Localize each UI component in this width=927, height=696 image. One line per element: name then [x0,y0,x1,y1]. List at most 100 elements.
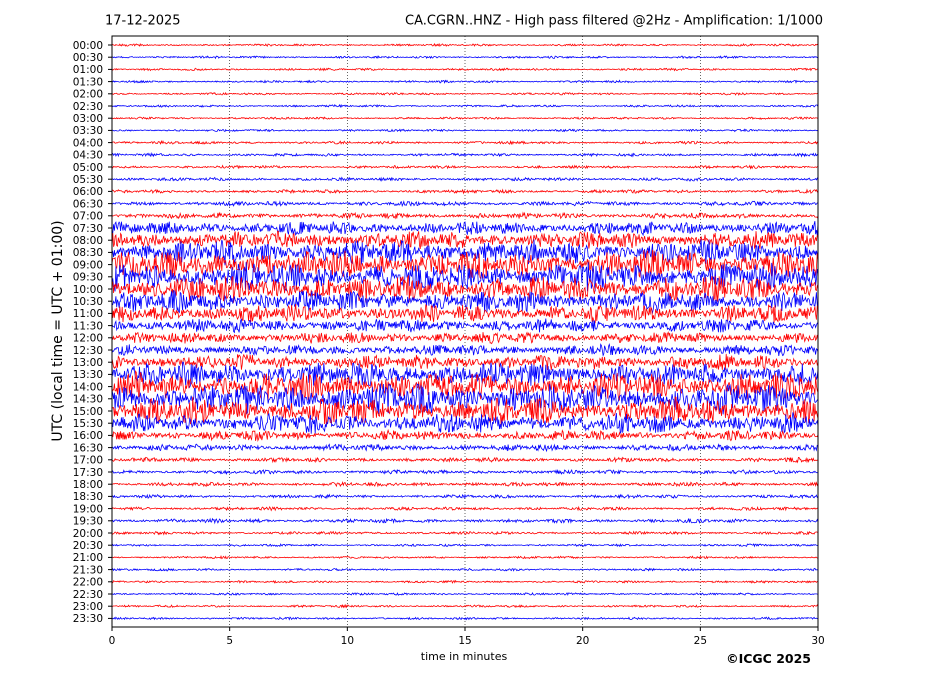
x-tick-label: 15 [458,635,471,647]
copyright-label: ©ICGC 2025 [726,651,811,666]
trace-2100 [112,554,818,560]
x-axis-ticks: 0 5 10 15 20 25 30 [109,627,825,647]
y-tick-label: 11:30 [73,320,103,332]
trace-2330 [112,616,818,621]
trace-1400 [112,370,818,401]
y-tick-label: 21:30 [73,564,103,576]
trace-0930 [112,262,818,292]
y-tick-label: 12:00 [73,333,103,345]
x-tick-label: 0 [109,635,116,647]
trace-0030 [112,55,818,60]
y-tick-label: 17:00 [73,455,103,467]
y-tick-label: 18:30 [73,491,103,503]
y-tick-label: 02:30 [73,101,103,113]
y-tick-label: 09:30 [73,272,103,284]
trace-0800 [112,230,818,250]
y-tick-label: 01:30 [73,76,103,88]
trace-1500 [112,396,818,425]
y-tick-label: 19:30 [73,516,103,528]
y-tick-label: 10:30 [73,296,103,308]
x-tick-label: 20 [576,635,589,647]
trace-0300 [112,116,818,121]
y-tick-label: 01:00 [73,64,103,76]
trace-1000 [112,274,818,303]
y-tick-label: 22:00 [73,577,103,589]
trace-0430 [112,151,818,158]
trace-2300 [112,603,818,609]
y-tick-label: 00:00 [73,40,103,52]
y-tick-label: 07:30 [73,223,103,235]
trace-0230 [112,103,818,108]
trace-0130 [112,79,818,84]
y-tick-label: 20:30 [73,540,103,552]
trace-1030 [112,289,818,315]
trace-1800 [112,481,818,488]
x-tick-label: 25 [694,635,707,647]
trace-2000 [112,530,818,536]
y-tick-label: 04:30 [73,150,103,162]
y-tick-label: 13:00 [73,357,103,369]
y-axis-label: UTC (local time = UTC + 01:00) [50,220,66,441]
y-tick-label: 08:30 [73,247,103,259]
y-tick-label: 14:00 [73,381,103,393]
y-tick-label: 04:00 [73,137,103,149]
trace-0330 [112,128,818,133]
y-tick-label: 18:00 [73,479,103,491]
y-tick-label: 00:30 [73,52,103,64]
y-tick-label: 10:00 [73,284,103,296]
trace-1230 [112,343,818,357]
trace-1300 [112,353,818,371]
y-tick-label: 05:00 [73,162,103,174]
y-tick-label: 23:00 [73,601,103,613]
x-axis-label: time in minutes [421,650,508,663]
y-tick-label: 22:30 [73,589,103,601]
trace-0200 [112,91,818,96]
trace-1830 [112,493,818,500]
y-tick-label: 20:00 [73,528,103,540]
trace-0400 [112,140,818,146]
trace-0900 [112,249,818,281]
trace-2200 [112,579,818,584]
y-tick-label: 23:30 [73,613,103,625]
y-tick-label: 07:00 [73,211,103,223]
y-tick-label: 03:30 [73,125,103,137]
trace-1730 [112,468,818,476]
y-tick-label: 03:00 [73,113,103,125]
date-label: 17-12-2025 [105,14,181,29]
trace-1700 [112,456,818,464]
trace-0000 [112,42,818,47]
y-tick-label: 11:00 [73,308,103,320]
trace-1530 [112,412,818,435]
trace-0730 [112,221,818,237]
trace-1100 [112,303,818,324]
y-tick-label: 08:00 [73,235,103,247]
trace-0100 [112,67,818,72]
trace-0500 [112,164,818,170]
y-tick-label: 13:30 [73,369,103,381]
grid-lines [229,36,701,627]
trace-1330 [112,361,818,389]
trace-1900 [112,505,818,512]
x-tick-label: 30 [811,635,824,647]
y-tick-label: 06:00 [73,186,103,198]
y-tick-label: 15:30 [73,418,103,430]
trace-1430 [112,383,818,415]
trace-1200 [112,331,818,345]
trace-0830 [112,239,818,266]
y-tick-label: 02:00 [73,89,103,101]
y-tick-label: 15:00 [73,406,103,418]
trace-0530 [112,176,818,182]
trace-1130 [112,318,818,334]
trace-1630 [112,443,818,453]
y-tick-label: 14:30 [73,394,103,406]
y-tick-label: 05:30 [73,174,103,186]
trace-1600 [112,428,818,442]
trace-2130 [112,567,818,572]
y-tick-label: 16:00 [73,430,103,442]
y-tick-label: 17:30 [73,467,103,479]
trace-2230 [112,591,818,596]
trace-0630 [112,200,818,208]
seismic-traces [112,42,818,621]
y-tick-label: 06:30 [73,198,103,210]
